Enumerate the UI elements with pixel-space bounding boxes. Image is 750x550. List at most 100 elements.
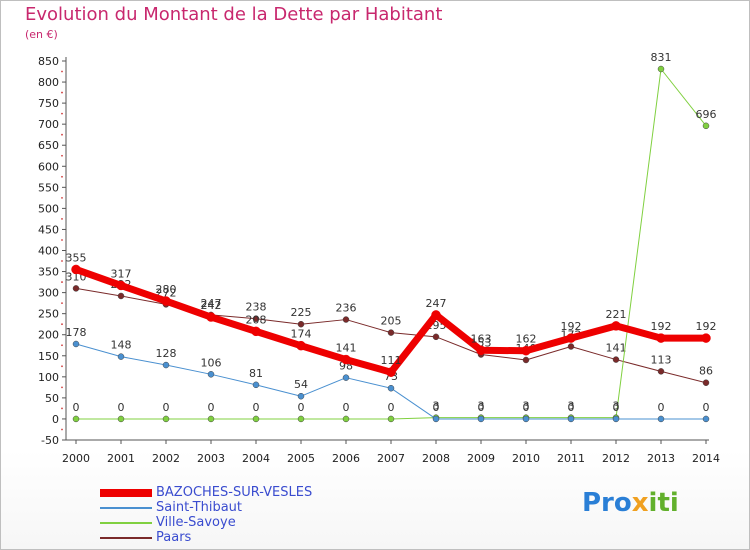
data-point xyxy=(387,329,395,336)
x-tick-label: 2013 xyxy=(647,452,675,465)
data-label: 355 xyxy=(66,251,87,264)
y-tick-label: 150 xyxy=(38,350,59,363)
data-label: 174 xyxy=(291,328,312,341)
data-label: 163 xyxy=(471,332,492,345)
data-point xyxy=(566,333,576,343)
legend-swatch xyxy=(100,488,152,497)
data-label: 0 xyxy=(118,401,125,414)
data-point xyxy=(702,379,710,386)
y-minor-tick xyxy=(61,218,63,220)
chart-title: Evolution du Montant de la Dette par Hab… xyxy=(25,4,443,25)
data-point xyxy=(432,415,440,423)
y-tick-label: 100 xyxy=(38,371,59,384)
data-point xyxy=(207,371,215,378)
x-tick-label: 2006 xyxy=(332,452,360,465)
data-label: 113 xyxy=(651,353,672,366)
y-minor-tick xyxy=(61,407,63,410)
y-tick-label: 0 xyxy=(52,413,59,426)
data-point xyxy=(117,292,125,300)
data-point xyxy=(702,122,710,130)
x-tick-label: 2014 xyxy=(692,452,720,465)
data-label: 0 xyxy=(343,401,350,414)
legend-item: BAZOCHES-SUR-VESLES xyxy=(100,485,312,500)
data-point xyxy=(656,333,666,343)
data-point xyxy=(117,353,125,360)
data-label: 247 xyxy=(426,297,447,310)
data-label: 111 xyxy=(381,354,402,367)
data-label: 3 xyxy=(433,400,440,413)
y-tick-label: 800 xyxy=(38,76,59,89)
data-point xyxy=(71,264,81,275)
data-point xyxy=(162,415,170,423)
legend-item: Ville-Savoye xyxy=(100,515,312,530)
y-minor-tick xyxy=(61,112,63,115)
y-tick-label: 450 xyxy=(38,223,59,236)
y-minor-tick xyxy=(61,260,63,262)
data-point xyxy=(386,367,396,377)
data-point xyxy=(521,345,531,356)
y-tick-label: 700 xyxy=(38,118,59,131)
data-point xyxy=(522,415,530,423)
data-label: 141 xyxy=(336,342,357,355)
data-label: 3 xyxy=(478,400,485,413)
brand-logo: Proxiti xyxy=(582,488,679,518)
data-point xyxy=(342,415,350,423)
data-label: 86 xyxy=(699,365,713,378)
data-label: 831 xyxy=(651,51,672,64)
y-tick-label: 650 xyxy=(38,139,59,152)
data-label: 696 xyxy=(696,108,717,121)
y-minor-tick xyxy=(61,91,63,94)
data-point xyxy=(701,333,711,343)
legend-swatch xyxy=(100,536,152,539)
x-tick-label: 2005 xyxy=(287,452,315,465)
x-tick-label: 2012 xyxy=(602,452,630,465)
y-tick-label: 850 xyxy=(38,55,59,68)
data-point xyxy=(431,310,441,320)
data-label: 225 xyxy=(291,306,312,319)
x-tick-label: 2001 xyxy=(107,452,135,465)
data-label: 0 xyxy=(613,401,620,414)
data-point xyxy=(252,415,260,423)
y-minor-tick xyxy=(61,428,63,431)
data-label: 0 xyxy=(298,401,305,414)
data-point xyxy=(612,415,620,423)
data-point xyxy=(342,374,350,381)
data-label: 0 xyxy=(73,401,80,414)
legend-item: Paars xyxy=(100,530,312,545)
legend-swatch xyxy=(100,506,152,509)
data-label: 0 xyxy=(388,401,395,414)
x-tick-label: 2002 xyxy=(152,452,180,465)
data-label: 247 xyxy=(201,297,222,310)
brand-part-1: Pro xyxy=(582,488,632,518)
y-minor-tick xyxy=(61,70,63,73)
data-label: 3 xyxy=(523,400,530,413)
y-tick-label: 550 xyxy=(38,181,59,194)
y-tick-label: -50 xyxy=(41,434,59,447)
data-point xyxy=(432,333,440,341)
legend: BAZOCHES-SUR-VESLES Saint-Thibaut Ville-Sa… xyxy=(100,485,312,545)
data-point xyxy=(387,415,395,423)
data-point xyxy=(297,392,305,400)
data-label: 280 xyxy=(156,283,177,296)
data-label: 192 xyxy=(651,320,672,333)
data-label: 3 xyxy=(613,400,620,413)
data-point xyxy=(522,356,530,364)
data-label: 236 xyxy=(336,302,357,315)
data-point xyxy=(116,280,126,291)
data-label: 317 xyxy=(111,267,132,280)
data-label: 208 xyxy=(246,313,267,326)
legend-label: Paars xyxy=(156,530,192,545)
legend-swatch xyxy=(100,521,152,524)
data-point xyxy=(206,312,216,322)
data-point xyxy=(297,320,305,328)
data-point xyxy=(612,356,620,363)
y-tick-label: 50 xyxy=(45,392,59,405)
data-point xyxy=(567,415,575,423)
data-point xyxy=(567,343,575,350)
data-label: 0 xyxy=(208,401,215,414)
y-minor-tick xyxy=(61,239,63,241)
data-point xyxy=(341,354,351,365)
data-label: 178 xyxy=(66,326,87,339)
y-minor-tick xyxy=(61,281,63,283)
